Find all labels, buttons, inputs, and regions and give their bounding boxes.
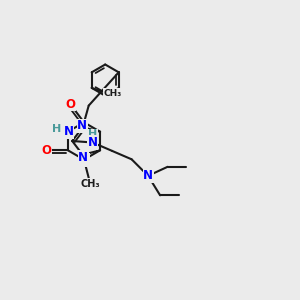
Text: H: H: [52, 124, 61, 134]
Text: N: N: [64, 125, 74, 138]
Text: H: H: [88, 129, 97, 139]
Text: CH₃: CH₃: [80, 178, 100, 189]
Text: N: N: [88, 136, 98, 149]
Text: CH₃: CH₃: [103, 89, 122, 98]
Text: N: N: [143, 169, 153, 182]
Text: N: N: [77, 119, 87, 132]
Text: N: N: [79, 153, 89, 166]
Text: O: O: [65, 98, 76, 111]
Text: N: N: [78, 151, 88, 164]
Text: O: O: [41, 144, 51, 157]
